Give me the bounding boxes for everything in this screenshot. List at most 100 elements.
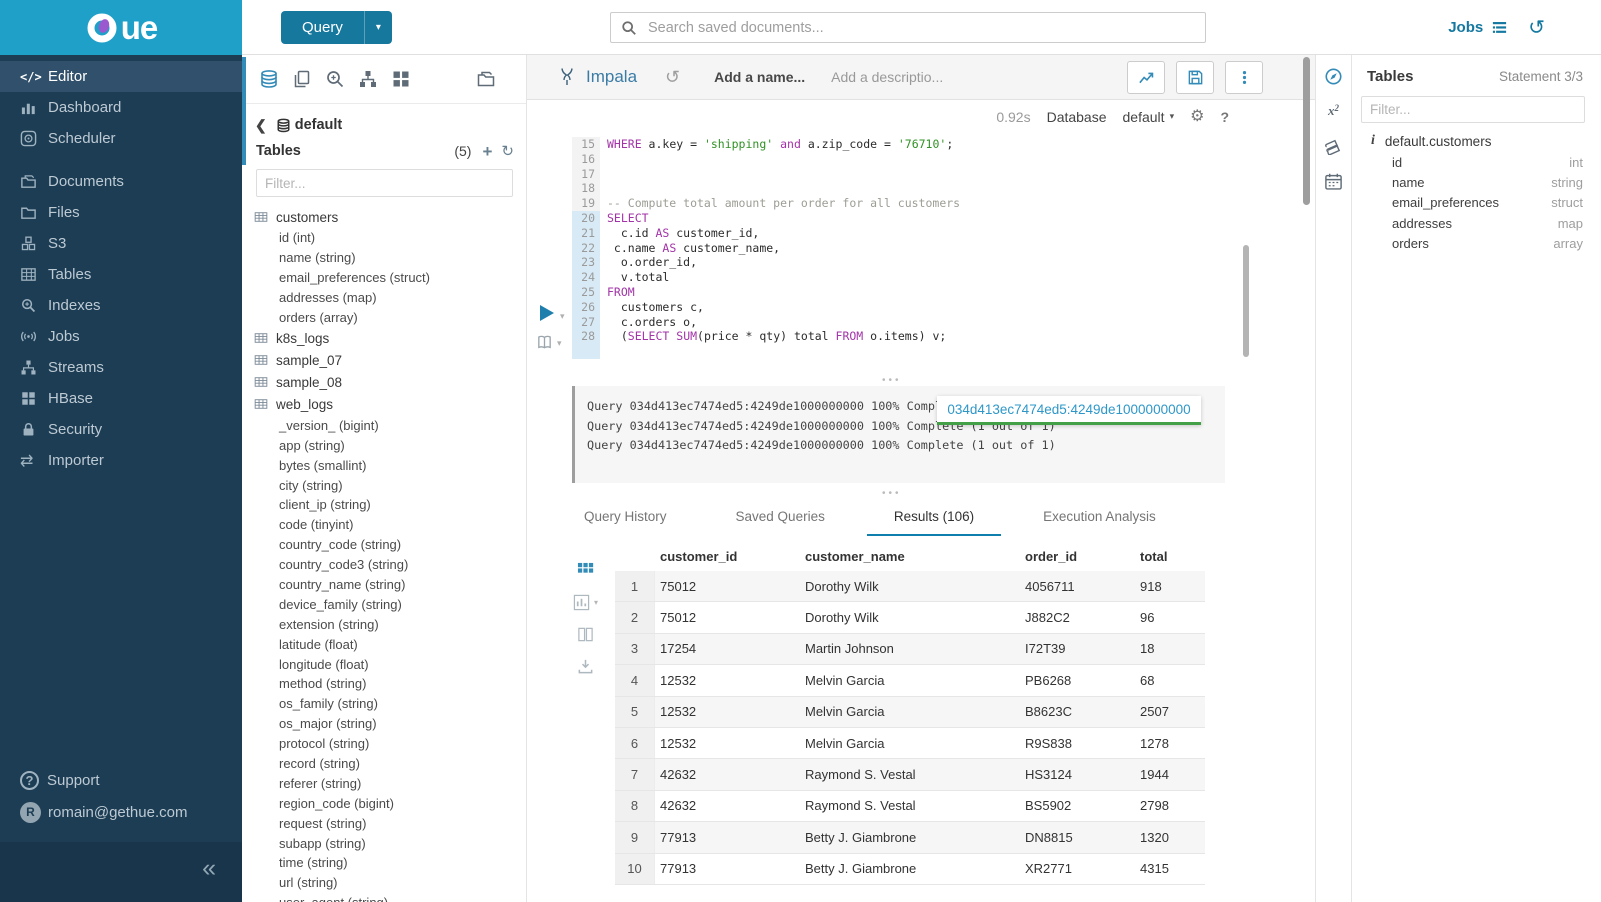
engine-label[interactable]: Impala bbox=[586, 67, 638, 86]
column-entry[interactable]: os_family (string) bbox=[279, 696, 378, 712]
query-name-field[interactable]: Add a name... bbox=[714, 69, 806, 85]
column-entry[interactable]: city (string) bbox=[279, 477, 343, 493]
schema-column-addresses[interactable]: addresses map bbox=[1352, 213, 1601, 233]
column-entry[interactable]: extension (string) bbox=[279, 616, 379, 632]
search-input[interactable] bbox=[646, 18, 1205, 37]
resize-handle-bottom[interactable]: ••• bbox=[882, 488, 902, 499]
sidebar-item-streams[interactable]: Streams bbox=[0, 352, 242, 383]
sidebar-item-scheduler[interactable]: Scheduler bbox=[0, 123, 242, 154]
column-entry[interactable]: country_code (string) bbox=[279, 537, 402, 553]
column-entry[interactable]: _version_ (bigint) bbox=[279, 417, 379, 433]
tables-filter-input[interactable] bbox=[257, 170, 512, 196]
column-entry[interactable]: id (int) bbox=[279, 230, 316, 246]
sidebar-item-indexes[interactable]: Indexes bbox=[0, 290, 242, 321]
sidebar-item-dashboard[interactable]: Dashboard bbox=[0, 92, 242, 123]
column-header-customer-name[interactable]: customer_name bbox=[805, 549, 905, 564]
column-entry[interactable]: url (string) bbox=[279, 875, 338, 891]
grid-view-icon[interactable] bbox=[577, 562, 594, 579]
tab-execution-analysis[interactable]: Execution Analysis bbox=[1043, 509, 1156, 524]
refresh-tables-icon[interactable]: ↻ bbox=[501, 142, 514, 160]
schema-column-email-preferences[interactable]: email_preferences struct bbox=[1352, 193, 1601, 213]
column-entry[interactable]: method (string) bbox=[279, 676, 367, 692]
column-entry[interactable]: request (string) bbox=[279, 815, 367, 831]
sidebar-item-security[interactable]: Security bbox=[0, 414, 242, 445]
column-header-customer-id[interactable]: customer_id bbox=[660, 549, 738, 564]
language-reference-icon[interactable] bbox=[536, 334, 553, 351]
assistant-compass-icon[interactable] bbox=[1324, 67, 1343, 86]
table-entry-k8s-logs[interactable]: k8s_logs bbox=[248, 327, 526, 349]
execute-play-button[interactable] bbox=[540, 305, 554, 321]
columns-view-icon[interactable] bbox=[577, 626, 594, 643]
assist-documents-icon[interactable] bbox=[292, 69, 312, 89]
sidebar-item-documents[interactable]: Documents bbox=[0, 166, 242, 197]
column-header-total[interactable]: total bbox=[1140, 549, 1168, 564]
query-id-popup[interactable]: 034d413ec7474ed5:4249de1000000000 bbox=[937, 396, 1201, 425]
column-entry[interactable]: country_name (string) bbox=[279, 577, 406, 593]
column-header-order-id[interactable]: order_id bbox=[1025, 549, 1078, 564]
jobs-link[interactable]: Jobs bbox=[1448, 19, 1508, 36]
settings-gear-icon[interactable]: ⚙ bbox=[1190, 107, 1205, 125]
main-scrollbar[interactable] bbox=[1303, 57, 1310, 205]
active-table-name[interactable]: default.customers bbox=[1384, 133, 1492, 149]
code-area[interactable]: 15 WHERE a.key = 'shipping' and a.zip_cod… bbox=[572, 137, 1295, 359]
column-entry[interactable]: addresses (map) bbox=[279, 290, 377, 306]
editor-help-icon[interactable]: ? bbox=[1220, 108, 1229, 125]
column-entry[interactable]: longitude (float) bbox=[279, 656, 369, 672]
database-select[interactable]: default ▾ bbox=[1122, 108, 1175, 125]
column-entry[interactable]: referer (string) bbox=[279, 775, 362, 791]
schema-column-name[interactable]: name string bbox=[1352, 172, 1601, 192]
assist-folder-icon[interactable] bbox=[476, 69, 496, 89]
add-table-icon[interactable]: + bbox=[482, 141, 493, 161]
assist-search-zoom-icon[interactable] bbox=[325, 69, 345, 89]
column-entry[interactable]: email_preferences (struct) bbox=[279, 270, 430, 286]
column-entry[interactable]: protocol (string) bbox=[279, 736, 370, 752]
chart-view-icon[interactable]: ▾ bbox=[573, 594, 598, 611]
table-entry-sample-07[interactable]: sample_07 bbox=[248, 349, 526, 371]
column-entry[interactable]: orders (array) bbox=[279, 310, 358, 325]
column-entry[interactable]: bytes (smallint) bbox=[279, 457, 367, 473]
column-entry[interactable]: region_code (bigint) bbox=[279, 795, 394, 811]
download-icon[interactable] bbox=[577, 658, 594, 675]
tab-results-106[interactable]: Results (106) bbox=[866, 500, 1002, 536]
column-entry[interactable]: latitude (float) bbox=[279, 636, 358, 652]
column-entry[interactable]: code (tinyint) bbox=[279, 517, 354, 533]
query-description-field[interactable]: Add a descriptio... bbox=[831, 69, 944, 85]
sidebar-item-files[interactable]: Files bbox=[0, 197, 242, 228]
sidebar-item-editor[interactable]: </> Editor bbox=[0, 61, 242, 92]
column-entry[interactable]: app (string) bbox=[279, 437, 345, 453]
sidebar-item-importer[interactable]: ⇄ Importer bbox=[0, 445, 242, 476]
collapse-sidebar-icon[interactable]: « bbox=[202, 854, 216, 882]
snippet-history-icon[interactable]: ↺ bbox=[665, 67, 681, 87]
back-chevron-icon[interactable]: ❮ bbox=[255, 116, 267, 133]
schema-column-orders[interactable]: orders array bbox=[1352, 234, 1601, 254]
resize-handle-top[interactable]: ••• bbox=[882, 375, 902, 386]
save-button[interactable] bbox=[1176, 60, 1214, 94]
right-filter[interactable] bbox=[1361, 96, 1585, 123]
column-entry[interactable]: record (string) bbox=[279, 756, 360, 772]
column-entry[interactable]: device_family (string) bbox=[279, 596, 402, 612]
column-entry[interactable]: time (string) bbox=[279, 855, 348, 871]
sidebar-item-support[interactable]: ? Support bbox=[0, 764, 242, 796]
sidebar-item-tables[interactable]: Tables bbox=[0, 259, 242, 290]
execute-options-caret[interactable]: ▾ bbox=[560, 311, 565, 321]
column-entry[interactable]: subapp (string) bbox=[279, 835, 366, 851]
language-docs-icon[interactable] bbox=[1324, 136, 1343, 155]
tab-saved-queries[interactable]: Saved Queries bbox=[735, 509, 825, 524]
column-entry[interactable]: os_major (string) bbox=[279, 716, 377, 732]
chart-button[interactable] bbox=[1127, 60, 1165, 94]
kebab-menu-button[interactable] bbox=[1225, 60, 1263, 94]
sidebar-item-hbase[interactable]: HBase bbox=[0, 383, 242, 414]
right-filter-input[interactable] bbox=[1362, 97, 1584, 122]
schema-column-id[interactable]: id int bbox=[1352, 152, 1601, 172]
sidebar-item-jobs[interactable]: Jobs bbox=[0, 321, 242, 352]
query-button-label[interactable]: Query bbox=[302, 19, 343, 36]
query-dropdown-caret[interactable]: ▾ bbox=[363, 11, 392, 44]
editor-scrollbar[interactable] bbox=[1243, 245, 1249, 357]
info-icon[interactable]: i bbox=[1371, 133, 1375, 148]
global-search[interactable] bbox=[610, 12, 1206, 43]
hue-logo[interactable]: ue bbox=[0, 0, 242, 55]
reference-caret[interactable]: ▾ bbox=[557, 338, 562, 348]
column-entry[interactable]: client_ip (string) bbox=[279, 497, 371, 513]
sidebar-item-s3[interactable]: S3 bbox=[0, 228, 242, 259]
